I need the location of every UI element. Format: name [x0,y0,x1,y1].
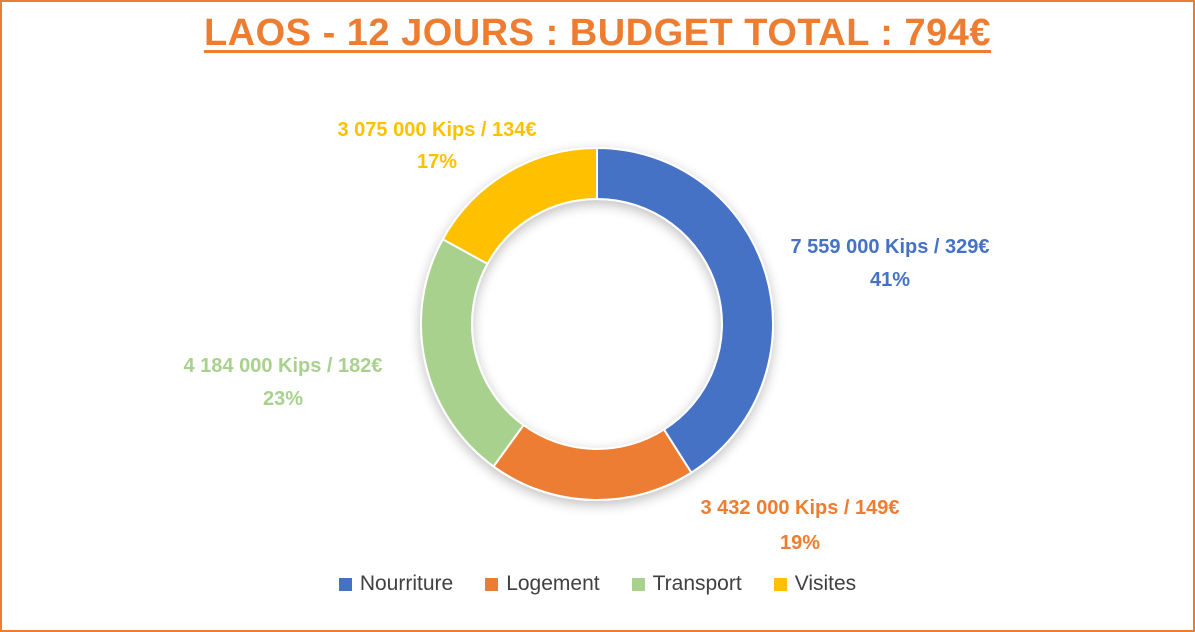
donut-slice-nourriture [596,146,774,474]
legend-swatch-transport [631,577,645,591]
donut-slice-visites [441,146,598,266]
legend-item-visites: Visites [773,572,857,596]
data-label-percent-transport: 23% [263,388,303,410]
donut-slice-transport [420,237,525,468]
legend-swatch-logement [485,577,499,591]
data-label-percent-logement: 19% [780,532,820,554]
legend-item-logement: Logement [485,572,600,596]
legend-label-logement: Logement [506,572,600,595]
data-label-percent-visites: 17% [417,151,457,173]
legend-label-visites: Visites [794,572,857,595]
data-label-amount-visites: 3 075 000 Kips / 134€ [337,119,536,141]
chart-legend: Nourriture Logement Transport Visites [0,572,1195,596]
donut-slice-logement [492,423,693,501]
chart-title-container: LAOS - 12 JOURS : BUDGET TOTAL : 794€ [0,12,1195,55]
legend-label-transport: Transport [652,572,742,595]
data-label-amount-nourriture: 7 559 000 Kips / 329€ [790,236,989,258]
legend-label-nourriture: Nourriture [359,572,454,595]
data-label-amount-logement: 3 432 000 Kips / 149€ [700,497,899,519]
legend-item-nourriture: Nourriture [338,572,454,596]
legend-item-transport: Transport [631,572,742,596]
data-label-percent-nourriture: 41% [870,269,910,291]
chart-title: LAOS - 12 JOURS : BUDGET TOTAL : 794€ [203,12,992,54]
data-label-amount-transport: 4 184 000 Kips / 182€ [183,355,382,377]
legend-swatch-visites [773,577,787,591]
legend-swatch-nourriture [338,577,352,591]
